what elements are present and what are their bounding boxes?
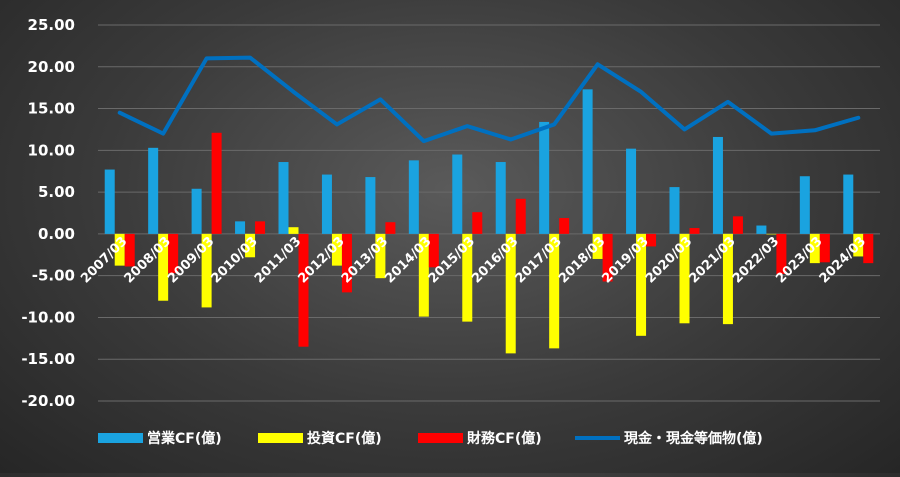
bar: [819, 233, 830, 263]
bar: [235, 221, 246, 234]
y-tick-label: -5.00: [32, 267, 75, 285]
bar: [428, 233, 439, 268]
legend-item: 現金・現金等価物(億): [575, 430, 763, 447]
bar: [365, 177, 376, 234]
bar: [418, 233, 429, 317]
bar: [255, 221, 266, 234]
bar: [462, 233, 473, 322]
y-tick-label: 25.00: [28, 16, 75, 34]
bar: [515, 198, 526, 234]
y-tick-label: 10.00: [28, 141, 75, 159]
y-tick-label: 20.00: [28, 58, 75, 76]
bars: [104, 89, 874, 354]
bar: [168, 233, 179, 274]
x-tick-label: 2010/03: [209, 234, 261, 286]
bar: [375, 233, 386, 279]
bar: [495, 162, 506, 234]
y-tick-label: 5.00: [38, 183, 75, 201]
y-tick-label: -15.00: [21, 350, 75, 368]
bar: [114, 233, 125, 266]
bar: [191, 188, 202, 234]
gridlines: [98, 24, 880, 402]
bar: [843, 174, 854, 234]
legend: 営業CF(億) 投資CF(億) 財務CF(億) 現金・現金等価物(億): [98, 430, 763, 447]
cash-line: [117, 55, 861, 144]
bar: [341, 233, 352, 293]
bar: [799, 176, 810, 234]
bar: [722, 233, 733, 325]
legend-label: 投資CF(億): [307, 430, 382, 447]
bar: [452, 154, 463, 234]
bar: [559, 218, 570, 234]
bar: [321, 174, 332, 234]
legend-swatch: [418, 433, 463, 443]
x-tick-label: 2011/03: [252, 234, 304, 286]
legend-item: 財務CF(億): [418, 430, 542, 447]
legend-swatch: [258, 433, 303, 443]
legend-label: 現金・現金等価物(億): [624, 430, 763, 447]
bar: [809, 233, 820, 264]
y-tick-label: -20.00: [21, 392, 75, 410]
bar: [756, 225, 767, 234]
bar: [148, 147, 159, 234]
legend-swatch: [98, 433, 143, 443]
bar: [408, 160, 419, 234]
bar: [766, 233, 777, 235]
y-tick-label: -10.00: [21, 308, 75, 326]
bar: [245, 233, 256, 258]
bar: [158, 233, 169, 301]
x-tick-label: 2018/03: [556, 234, 608, 286]
bar: [385, 222, 396, 234]
legend-label: 財務CF(億): [466, 430, 542, 447]
bar: [539, 121, 550, 234]
bar: [298, 233, 309, 347]
bar: [626, 148, 637, 234]
bar-series: [114, 227, 864, 354]
bar: [211, 132, 222, 234]
legend-item: 営業CF(億): [98, 430, 222, 447]
bar: [646, 233, 657, 247]
bar: [124, 233, 135, 267]
bar: [689, 228, 700, 234]
bar: [863, 233, 874, 264]
bar: [331, 233, 342, 266]
bar-series: [104, 89, 854, 234]
x-tick-label: 2022/03: [730, 234, 782, 286]
bar: [636, 233, 647, 336]
bar: [669, 187, 680, 234]
bar: [712, 136, 723, 234]
legend-item: 投資CF(億): [258, 430, 382, 447]
legend-label: 営業CF(億): [147, 430, 222, 447]
bar: [679, 233, 690, 324]
bar: [104, 169, 115, 234]
bar: [853, 233, 864, 257]
bar-series: [124, 132, 874, 347]
y-axis-ticks: -20.00 -15.00 -10.00 -5.00 0.00 5.00 10.00 15.0…: [21, 16, 75, 410]
bar: [278, 162, 289, 234]
bar: [732, 216, 743, 234]
bar: [505, 233, 516, 354]
y-tick-label: 0.00: [38, 225, 75, 243]
y-tick-label: 15.00: [28, 100, 75, 118]
x-axis-ticks: 2007/032008/032009/032010/032011/032012/…: [78, 234, 869, 286]
bar: [582, 89, 593, 234]
bar: [549, 233, 560, 349]
bar: [472, 212, 483, 234]
bar: [592, 233, 603, 259]
bar: [288, 227, 299, 234]
bar: [602, 233, 613, 282]
bar: [201, 233, 212, 308]
bar: [776, 233, 787, 274]
